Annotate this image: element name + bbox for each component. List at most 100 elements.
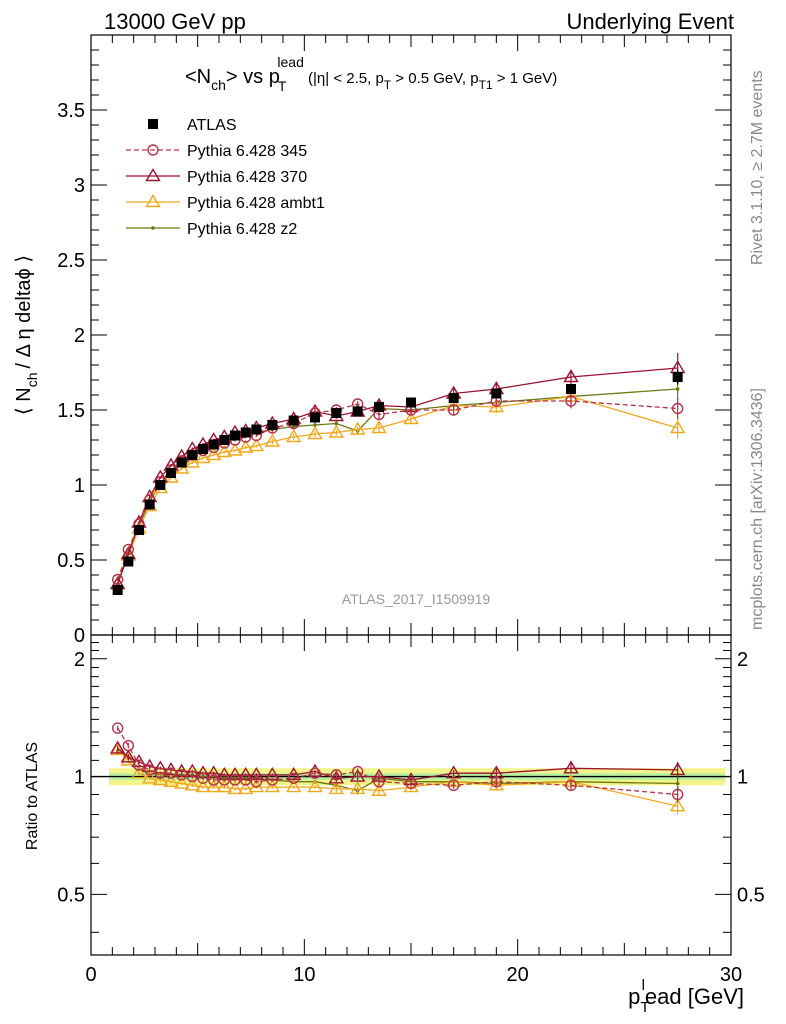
data-point-p345 xyxy=(309,767,321,779)
data-point-atlas xyxy=(155,480,166,490)
data-point-p345 xyxy=(287,772,300,784)
header-left: 13000 GeV pp xyxy=(104,9,246,34)
main-y-tick-label: 2 xyxy=(74,325,85,347)
data-point-ambt1 xyxy=(205,779,222,793)
legend-label-p370: Pythia 6.428 370 xyxy=(187,169,307,186)
data-point-atlas xyxy=(219,435,230,445)
data-point-p345 xyxy=(671,402,684,415)
data-point-ambt1 xyxy=(216,444,233,458)
data-point-ambt1 xyxy=(227,442,243,456)
data-point-ambt1 xyxy=(163,773,179,787)
data-point-atlas xyxy=(406,397,416,408)
data-point-atlas xyxy=(267,420,278,430)
ratio-y-tick-label-right: 0.5 xyxy=(737,884,765,906)
x-tick-label: 20 xyxy=(507,964,529,986)
series-ambt1 xyxy=(109,742,686,815)
data-point-atlas xyxy=(166,468,176,478)
ratio-axes: 0.5 0.51 12 20 10 20 30 xyxy=(57,635,765,986)
legend-label-z2: Pythia 6.428 z2 xyxy=(187,221,297,238)
data-point-ambt1 xyxy=(285,429,302,443)
data-point-atlas xyxy=(187,450,198,460)
ratio-y-tick-label: 0.5 xyxy=(57,884,85,906)
ratio-y-tick-label: 2 xyxy=(74,649,85,671)
data-point-atlas xyxy=(144,499,155,510)
data-point-atlas xyxy=(123,556,134,567)
ratio-y-tick-label-right: 1 xyxy=(737,767,748,789)
data-point-p345 xyxy=(165,767,177,779)
data-point-ambt1 xyxy=(237,439,254,453)
main-title: <Nch> vs pTlead (|η| < 2.5, pT > 0.5 GeV… xyxy=(185,54,557,94)
data-point-ambt1 xyxy=(264,433,281,447)
data-point-p370 xyxy=(563,760,579,774)
data-point-p345 xyxy=(447,404,460,416)
data-point-ambt1 xyxy=(152,772,169,786)
main-y-tick-label: 2.5 xyxy=(57,250,85,272)
data-point-p370 xyxy=(669,762,686,776)
data-point-p345 xyxy=(330,769,343,781)
ratio-panel: 0.5 0.51 12 20 10 20 30 Ratio to ATLAS pTlead … xyxy=(24,634,765,1016)
data-point-ambt1 xyxy=(669,420,686,434)
data-point-p345 xyxy=(671,788,684,801)
data-point-ambt1 xyxy=(131,765,147,779)
data-point-atlas xyxy=(112,585,123,595)
data-point-atlas xyxy=(448,393,459,403)
main-y-tick-label: 1.5 xyxy=(57,400,85,422)
data-point-atlas xyxy=(374,402,384,412)
data-point-p370 xyxy=(328,770,345,784)
data-point-ambt1 xyxy=(141,770,158,784)
data-point-p345 xyxy=(111,573,124,586)
legend-marker-p345 xyxy=(147,144,159,156)
data-point-ambt1 xyxy=(307,426,323,440)
data-point-p345 xyxy=(143,764,156,776)
data-point-ambt1 xyxy=(173,775,190,789)
legend-entry-atlas: ATLAS xyxy=(148,117,237,134)
main-y-tick-label: 3.5 xyxy=(57,100,85,122)
legend: ATLAS Pythia 6.428 345 Pythia 6.428 370 Pyt… xyxy=(126,117,325,238)
data-point-z2 xyxy=(675,781,680,786)
x-tick-label: 0 xyxy=(85,964,96,986)
series-z2 xyxy=(115,378,680,586)
data-point-p345 xyxy=(405,777,417,790)
data-point-atlas xyxy=(352,406,363,417)
data-point-p345 xyxy=(239,774,252,786)
data-point-p345 xyxy=(565,395,577,407)
legend-label-p345: Pythia 6.428 345 xyxy=(187,143,307,160)
data-point-p345 xyxy=(373,776,385,788)
data-point-ambt1 xyxy=(371,782,387,796)
data-point-p370 xyxy=(307,763,323,777)
data-point-p345 xyxy=(447,779,460,791)
watermark: ATLAS_2017_I1509919 xyxy=(342,591,491,607)
legend-marker-atlas xyxy=(148,119,158,129)
main-series xyxy=(109,353,686,595)
data-point-ambt1 xyxy=(328,781,345,795)
data-point-p345 xyxy=(490,776,503,788)
legend-label-ambt1: Pythia 6.428 ambt1 xyxy=(187,195,325,212)
data-point-atlas xyxy=(208,439,219,450)
data-point-p370 xyxy=(445,765,462,779)
series-line-p370 xyxy=(117,367,678,585)
series-line-ambt1 xyxy=(117,395,678,585)
legend-label-atlas: ATLAS xyxy=(187,117,237,134)
data-point-ambt1 xyxy=(216,779,233,793)
data-point-atlas xyxy=(198,444,208,454)
mcplots-label: mcplots.cern.ch [arXiv:1306.3436] xyxy=(749,388,766,630)
data-point-atlas xyxy=(288,415,299,426)
ratio-y-tick-label-right: 2 xyxy=(737,649,748,671)
data-point-ambt1 xyxy=(264,779,281,793)
data-point-p345 xyxy=(250,776,263,788)
data-point-atlas xyxy=(251,424,262,435)
data-point-p345 xyxy=(565,779,577,791)
data-point-ambt1 xyxy=(328,424,345,438)
series-p345 xyxy=(111,722,684,803)
data-point-p345 xyxy=(197,772,209,784)
legend-marker-z2 xyxy=(151,226,155,230)
main-y-tick-label: 0 xyxy=(74,625,85,647)
data-point-atlas xyxy=(134,525,144,535)
legend-entry-ambt1: Pythia 6.428 ambt1 xyxy=(126,194,325,212)
main-panel: 0 0.5 1 1.5 2 2.5 3 3.5 <Nch> vs pTlead (|η| < … xyxy=(13,34,732,647)
data-point-ambt1 xyxy=(195,450,211,464)
data-point-atlas xyxy=(310,412,320,423)
data-point-p370 xyxy=(109,740,126,754)
data-point-ambt1 xyxy=(195,779,211,793)
ratio-plot-frame xyxy=(90,634,732,956)
